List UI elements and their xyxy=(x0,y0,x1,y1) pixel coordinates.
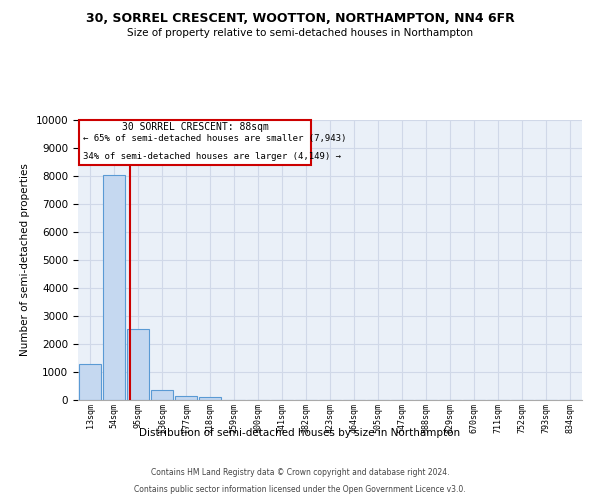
Bar xyxy=(79,364,101,400)
Text: Distribution of semi-detached houses by size in Northampton: Distribution of semi-detached houses by … xyxy=(139,428,461,438)
FancyBboxPatch shape xyxy=(79,120,311,166)
Text: Contains HM Land Registry data © Crown copyright and database right 2024.: Contains HM Land Registry data © Crown c… xyxy=(151,468,449,477)
Bar xyxy=(103,174,125,400)
Bar xyxy=(199,396,221,400)
Bar xyxy=(151,390,173,400)
Text: ← 65% of semi-detached houses are smaller (7,943): ← 65% of semi-detached houses are smalle… xyxy=(83,134,346,142)
Text: 34% of semi-detached houses are larger (4,149) →: 34% of semi-detached houses are larger (… xyxy=(83,152,341,162)
Bar xyxy=(127,329,149,400)
Text: Contains public sector information licensed under the Open Government Licence v3: Contains public sector information licen… xyxy=(134,484,466,494)
Bar xyxy=(175,396,197,400)
Text: Size of property relative to semi-detached houses in Northampton: Size of property relative to semi-detach… xyxy=(127,28,473,38)
Text: 30, SORREL CRESCENT, WOOTTON, NORTHAMPTON, NN4 6FR: 30, SORREL CRESCENT, WOOTTON, NORTHAMPTO… xyxy=(86,12,514,26)
Y-axis label: Number of semi-detached properties: Number of semi-detached properties xyxy=(20,164,30,356)
Text: 30 SORREL CRESCENT: 88sqm: 30 SORREL CRESCENT: 88sqm xyxy=(122,122,268,132)
